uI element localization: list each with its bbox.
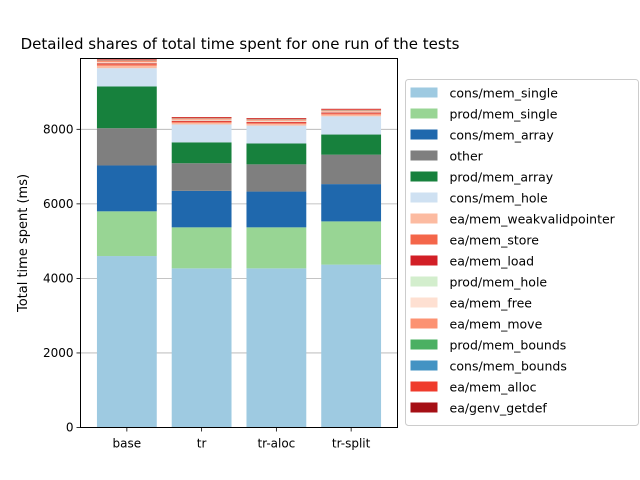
bar-segment <box>246 123 307 126</box>
bar-segment <box>171 190 232 228</box>
bar-segment <box>96 62 157 63</box>
bar-segment <box>96 128 157 166</box>
bar-segment <box>246 119 307 121</box>
bar-segment <box>246 118 307 120</box>
legend-label: prod/mem_array <box>450 170 554 185</box>
bar-segment <box>171 163 232 191</box>
legend-swatch <box>410 381 438 392</box>
legend-swatch <box>410 108 438 119</box>
bar-segment <box>321 184 382 222</box>
bar-segment <box>96 165 157 212</box>
legend-label: ea/mem_alloc <box>450 380 537 395</box>
y-tick-label: 0 <box>66 421 74 435</box>
bar-segment <box>246 227 307 269</box>
bar-segment <box>321 264 382 428</box>
y-axis-label: Total time spent (ms) <box>16 174 31 313</box>
bar-segment <box>321 110 382 112</box>
legend-label: ea/mem_load <box>450 254 535 269</box>
legend-swatch <box>410 360 438 371</box>
bar-segment <box>171 119 232 121</box>
legend-label: cons/mem_bounds <box>450 359 567 374</box>
legend-label: prod/mem_single <box>450 107 558 122</box>
legend-label: prod/mem_bounds <box>450 338 567 353</box>
legend-label: cons/mem_array <box>450 128 555 143</box>
y-tick-label: 8000 <box>43 122 74 136</box>
bar-segment <box>96 86 157 129</box>
bar-segment <box>171 118 232 120</box>
x-tick-label: tr-aloc <box>257 437 295 451</box>
legend-swatch <box>410 255 438 266</box>
bar-segment <box>246 125 307 144</box>
bar-segment <box>96 63 157 65</box>
legend-swatch <box>410 297 438 308</box>
bar-segment <box>321 112 382 114</box>
bar-segment <box>96 65 157 69</box>
bar-segment <box>96 64 157 66</box>
legend-label: cons/mem_single <box>450 86 559 101</box>
legend-label: other <box>450 149 484 164</box>
bar-segment <box>321 116 382 135</box>
bar-segment <box>96 60 157 63</box>
bar-segment <box>246 121 307 123</box>
legend-swatch <box>410 276 438 287</box>
bar-segment <box>246 143 307 165</box>
legend-swatch <box>410 171 438 182</box>
bar-segment <box>321 109 382 110</box>
bar-stacks <box>96 59 382 428</box>
bar-segment <box>171 268 232 428</box>
legend-swatch <box>410 339 438 350</box>
y-tick-label: 2000 <box>43 346 74 360</box>
bar-segment <box>321 134 382 155</box>
bar-segment <box>246 122 307 124</box>
bar-segment <box>96 59 157 61</box>
axis-ticks: base tr tr-aloc tr-split 0 2000 4000 6000 8000 <box>43 122 371 450</box>
legend-frame <box>405 79 639 426</box>
bar-segment <box>246 120 307 122</box>
x-tick-label: tr <box>197 437 207 451</box>
legend-swatch <box>410 213 438 224</box>
bar-segment <box>246 164 307 192</box>
legend-swatch <box>410 234 438 245</box>
legend-swatch <box>410 150 438 161</box>
chart-title: Detailed shares of total time spent for … <box>21 35 460 53</box>
legend-label: prod/mem_hole <box>450 275 548 290</box>
legend-label: ea/genv_getdef <box>450 401 548 416</box>
bar-segment <box>171 117 232 119</box>
bar-segment <box>321 113 382 115</box>
bar-segment <box>96 256 157 428</box>
bar-segment <box>171 142 232 164</box>
bar-segment <box>246 191 307 228</box>
legend-label: ea/mem_free <box>450 296 533 311</box>
legend-label: ea/mem_store <box>450 233 540 248</box>
legend-label: ea/mem_move <box>450 317 543 332</box>
bar-segment <box>246 268 307 428</box>
legend-label: ea/mem_weakvalidpointer <box>450 212 616 227</box>
bar-segment <box>321 111 382 113</box>
legend: cons/mem_single prod/mem_single cons/mem_a… <box>405 79 639 426</box>
legend-label: cons/mem_hole <box>450 191 549 206</box>
bar-segment <box>96 68 157 87</box>
legend-swatch <box>410 87 438 98</box>
legend-swatch <box>410 129 438 140</box>
bar-segment <box>321 221 382 265</box>
bar-segment <box>321 154 382 185</box>
legend-swatch <box>410 192 438 203</box>
x-tick-label: base <box>113 437 142 451</box>
y-tick-label: 4000 <box>43 271 74 285</box>
legend-swatch <box>410 318 438 329</box>
bar-segment <box>171 121 232 123</box>
bar-segment <box>171 122 232 125</box>
plot-frame <box>80 58 398 428</box>
bar-segment <box>321 114 382 117</box>
legend-swatch <box>410 402 438 413</box>
y-tick-label: 6000 <box>43 197 74 211</box>
x-tick-label: tr-split <box>332 437 371 451</box>
bar-segment <box>171 124 232 143</box>
bar-segment <box>171 227 232 269</box>
bar-segment <box>96 211 157 257</box>
bar-segment <box>171 120 232 122</box>
